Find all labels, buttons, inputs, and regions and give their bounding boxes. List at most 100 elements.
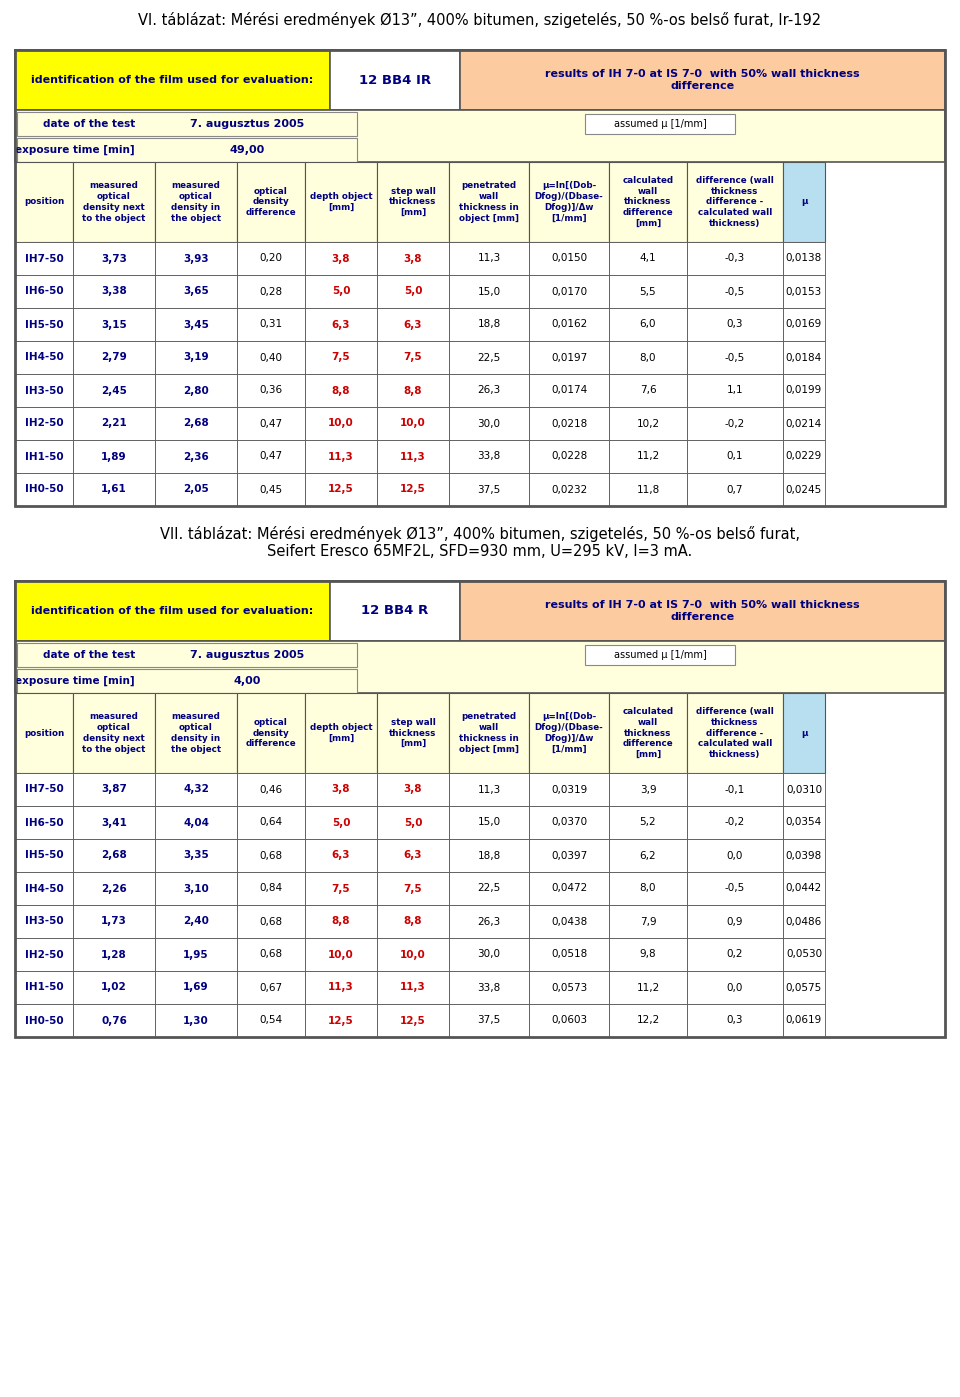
Text: 12,5: 12,5 [328, 485, 354, 495]
Bar [609, 307, 687, 341]
Text: 11,3: 11,3 [477, 785, 500, 795]
Text: 5,0: 5,0 [404, 286, 422, 296]
Bar [687, 840, 783, 872]
Text: IH7-50: IH7-50 [25, 785, 63, 795]
Bar [783, 307, 825, 341]
Text: 0,0398: 0,0398 [786, 851, 822, 861]
Bar [305, 937, 377, 971]
Bar [783, 374, 825, 407]
Bar [449, 407, 529, 440]
Text: 3,45: 3,45 [183, 320, 209, 330]
Text: 12,5: 12,5 [400, 485, 426, 495]
Text: 0,0232: 0,0232 [551, 485, 588, 495]
Text: 5,0: 5,0 [332, 817, 350, 827]
Text: 11,8: 11,8 [636, 485, 660, 495]
Text: 3,19: 3,19 [183, 352, 209, 362]
Bar [783, 971, 825, 1004]
Bar [449, 374, 529, 407]
Text: 2,80: 2,80 [183, 386, 209, 395]
Bar [15, 806, 73, 840]
Text: VII. táblázat: Mérési eredmények Ø13”, 400% bitumen, szigetelés, 50 %-os belső f: VII. táblázat: Mérési eredmények Ø13”, 4… [160, 527, 800, 559]
Bar [449, 806, 529, 840]
Bar [155, 806, 237, 840]
Bar [529, 341, 609, 374]
Bar [687, 474, 783, 506]
Text: -0,3: -0,3 [725, 253, 745, 264]
Text: 12,2: 12,2 [636, 1016, 660, 1025]
Text: 30,0: 30,0 [477, 950, 500, 960]
Bar [687, 374, 783, 407]
Bar [449, 341, 529, 374]
Text: 4,00: 4,00 [233, 676, 261, 686]
Text: 8,8: 8,8 [404, 386, 422, 395]
Bar [330, 50, 460, 110]
Bar [15, 242, 73, 275]
Bar [73, 341, 155, 374]
Text: -0,1: -0,1 [725, 785, 745, 795]
Text: 5,0: 5,0 [332, 286, 350, 296]
Text: depth object
[mm]: depth object [mm] [310, 193, 372, 212]
Bar [73, 474, 155, 506]
Bar [687, 937, 783, 971]
Bar [73, 162, 155, 242]
Bar [585, 115, 735, 134]
Text: 1,28: 1,28 [101, 950, 127, 960]
Text: 11,3: 11,3 [400, 451, 426, 461]
Bar [15, 110, 945, 162]
Bar [609, 1004, 687, 1037]
Bar [155, 275, 237, 307]
Text: date of the test: date of the test [43, 650, 135, 659]
Bar [73, 840, 155, 872]
Bar [449, 773, 529, 806]
Bar [237, 341, 305, 374]
Bar [15, 905, 73, 937]
Bar [377, 840, 449, 872]
Bar [529, 242, 609, 275]
Text: 4,32: 4,32 [183, 785, 209, 795]
Bar [305, 773, 377, 806]
Bar [687, 440, 783, 474]
Bar [449, 275, 529, 307]
Bar [609, 937, 687, 971]
Text: VI. táblázat: Mérési eredmények Ø13”, 400% bitumen, szigetelés, 50 %-os belső fu: VI. táblázat: Mérési eredmények Ø13”, 40… [138, 13, 822, 28]
Text: 2,05: 2,05 [183, 485, 209, 495]
Bar [155, 971, 237, 1004]
Text: 2,68: 2,68 [183, 419, 209, 429]
Text: IH5-50: IH5-50 [25, 320, 63, 330]
Bar [15, 307, 73, 341]
Bar [15, 275, 73, 307]
Text: 0,68: 0,68 [259, 851, 282, 861]
Bar [17, 112, 357, 136]
Bar [155, 341, 237, 374]
Bar [305, 872, 377, 905]
Bar [305, 275, 377, 307]
Text: 4,1: 4,1 [639, 253, 657, 264]
Bar [783, 872, 825, 905]
Bar [15, 641, 945, 693]
Text: IH0-50: IH0-50 [25, 1016, 63, 1025]
Text: 30,0: 30,0 [477, 419, 500, 429]
Bar [449, 162, 529, 242]
Text: -0,5: -0,5 [725, 883, 745, 894]
Bar [73, 872, 155, 905]
Text: optical
density
difference: optical density difference [246, 718, 297, 749]
Bar [529, 872, 609, 905]
Text: IH2-50: IH2-50 [25, 950, 63, 960]
Text: 0,47: 0,47 [259, 419, 282, 429]
Text: -0,2: -0,2 [725, 817, 745, 827]
Bar [15, 872, 73, 905]
Bar [687, 162, 783, 242]
Text: 5,5: 5,5 [639, 286, 657, 296]
Bar [237, 806, 305, 840]
Text: 8,0: 8,0 [639, 883, 657, 894]
Bar [73, 773, 155, 806]
Bar [609, 872, 687, 905]
Bar [609, 407, 687, 440]
Text: 0,0: 0,0 [727, 851, 743, 861]
Text: IH4-50: IH4-50 [25, 883, 63, 894]
Bar [687, 242, 783, 275]
Bar [15, 581, 330, 641]
Bar [73, 806, 155, 840]
Text: 15,0: 15,0 [477, 286, 500, 296]
Text: 0,40: 0,40 [259, 352, 282, 362]
